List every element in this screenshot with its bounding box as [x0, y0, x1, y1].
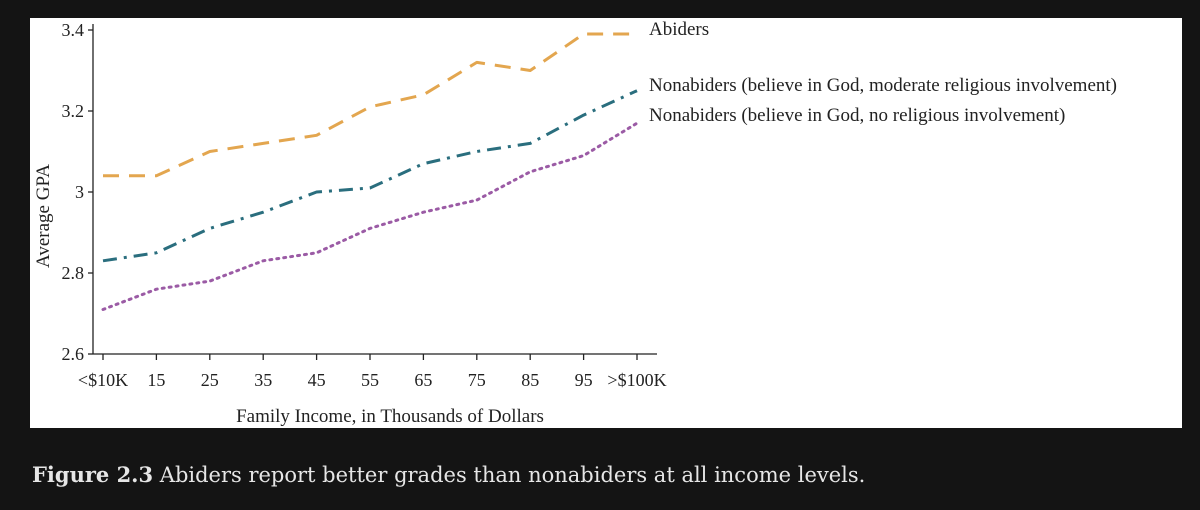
- legend-label-3: Nonabiders (believe in God, no religious…: [649, 105, 1065, 126]
- chart-legend: Abiders Nonabiders (believe in God, moder…: [649, 19, 1117, 126]
- y-tick-label: 3.4: [62, 20, 85, 40]
- x-tick-label: 75: [468, 370, 486, 390]
- x-tick-label: <$10K: [78, 370, 128, 390]
- legend-label-1: Abiders: [649, 19, 709, 40]
- x-tick-label: 65: [414, 370, 432, 390]
- y-axis-title: Average GPA: [33, 164, 54, 268]
- series-line-2: [102, 89, 638, 263]
- chart-axes: 2.6 2.8 3 3.2 3.4 <$10K 15 25 35 45 55 65 75 85 95 >$10…: [62, 20, 667, 390]
- x-tick-label: 95: [575, 370, 593, 390]
- chart-series: [101, 32, 639, 311]
- series-line-1: [103, 32, 637, 178]
- y-tick-label: 3: [75, 182, 84, 202]
- y-tick-label: 2.6: [62, 344, 85, 364]
- figure-caption-label: Figure 2.3: [32, 462, 154, 487]
- x-tick-label: 35: [254, 370, 272, 390]
- chart-panel: 2.6 2.8 3 3.2 3.4 <$10K 15 25 35 45 55 65 75 85 95 >$10…: [30, 18, 1182, 428]
- x-tick-label: >$100K: [607, 370, 666, 390]
- line-chart: 2.6 2.8 3 3.2 3.4 <$10K 15 25 35 45 55 65 75 85 95 >$10…: [33, 19, 1117, 427]
- figure-caption-text: Abiders report better grades than nonabi…: [153, 463, 866, 487]
- series-line-3: [101, 121, 639, 311]
- x-tick-label: 45: [308, 370, 326, 390]
- legend-label-2: Nonabiders (believe in God, moderate rel…: [649, 75, 1117, 96]
- x-axis-title: Family Income, in Thousands of Dollars: [236, 406, 544, 427]
- x-tick-label: 25: [201, 370, 219, 390]
- y-tick-label: 2.8: [62, 263, 85, 283]
- x-tick-label: 15: [147, 370, 165, 390]
- y-tick-label: 3.2: [62, 101, 85, 121]
- figure-caption: Figure 2.3 Abiders report better grades …: [32, 462, 865, 487]
- x-tick-label: 85: [521, 370, 539, 390]
- x-tick-label: 55: [361, 370, 379, 390]
